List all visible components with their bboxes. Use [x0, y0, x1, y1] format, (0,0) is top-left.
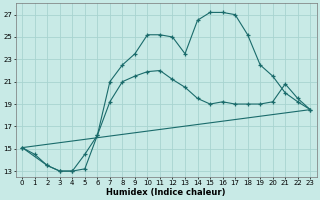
X-axis label: Humidex (Indice chaleur): Humidex (Indice chaleur) — [107, 188, 226, 197]
